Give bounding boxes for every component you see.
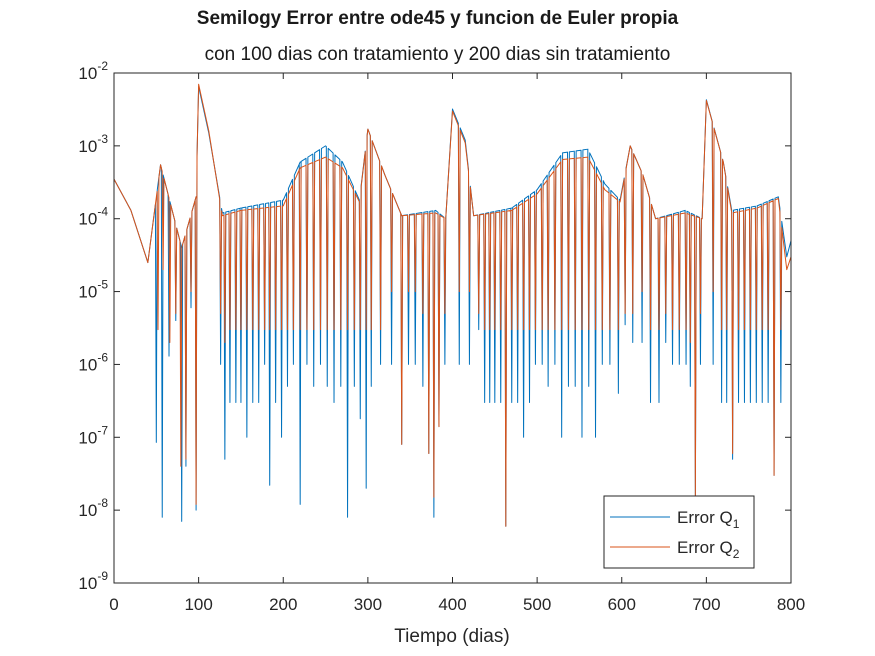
x-tick-label: 800 bbox=[777, 595, 805, 614]
x-tick-label: 400 bbox=[438, 595, 466, 614]
y-tick-label: 10-2 bbox=[78, 59, 108, 83]
y-tick-label: 10-8 bbox=[78, 496, 108, 520]
y-tick-label: 10-5 bbox=[78, 278, 108, 302]
y-tick-label: 10-3 bbox=[78, 132, 108, 156]
x-tick-label: 300 bbox=[354, 595, 382, 614]
x-tick-label: 500 bbox=[523, 595, 551, 614]
legend-box bbox=[603, 495, 755, 569]
y-tick-label: 10-9 bbox=[78, 569, 108, 593]
legend: Error Q1 Error Q2 bbox=[603, 495, 755, 569]
series-line-error-q2 bbox=[113, 83, 792, 527]
x-tick-label: 200 bbox=[269, 595, 297, 614]
x-tick-label: 100 bbox=[184, 595, 212, 614]
y-tick-label: 10-6 bbox=[78, 350, 108, 374]
legend-label-error-q2: Error Q2 bbox=[677, 538, 740, 561]
y-tick-label: 10-4 bbox=[78, 205, 108, 229]
x-axis-label: Tiempo (dias) bbox=[394, 626, 509, 647]
x-tick-label: 700 bbox=[692, 595, 720, 614]
chart-title: Semilogy Error entre ode45 y funcion de … bbox=[196, 8, 679, 29]
legend-label-error-q1: Error Q1 bbox=[677, 508, 740, 531]
chart-subtitle: con 100 dias con tratamiento y 200 dias … bbox=[204, 44, 671, 65]
y-tick-label: 10-7 bbox=[78, 423, 108, 447]
x-tick-label: 600 bbox=[608, 595, 636, 614]
series-layer bbox=[113, 83, 792, 527]
x-tick-label: 0 bbox=[109, 595, 118, 614]
y-axis: 10-9 10-8 10-7 10-6 10-5 10-4 10-3 10-2 bbox=[78, 59, 791, 593]
x-axis: 0 100 200 300 400 500 600 700 800 bbox=[109, 73, 805, 614]
